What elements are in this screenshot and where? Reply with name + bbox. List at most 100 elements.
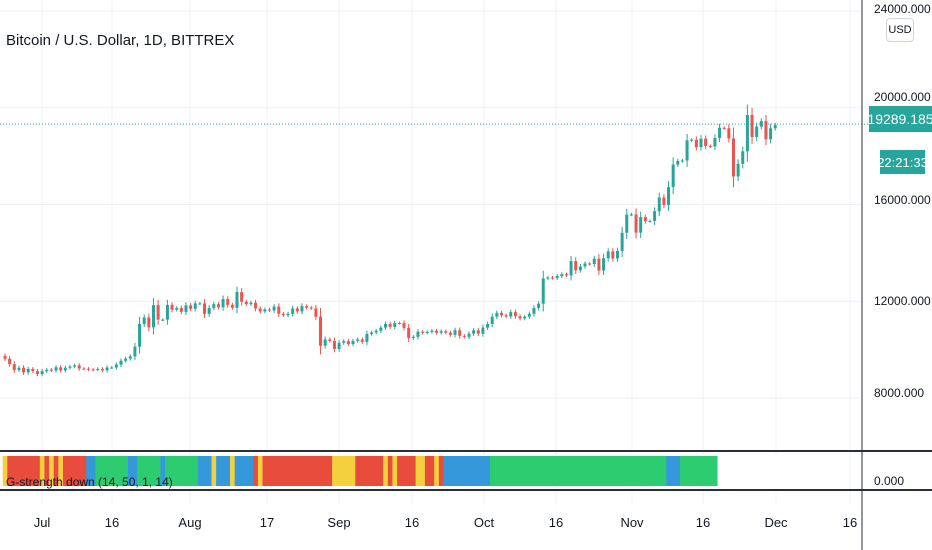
x-tick-label: Oct bbox=[473, 515, 495, 530]
candle-body bbox=[448, 332, 452, 335]
candle-body bbox=[504, 315, 508, 317]
candle-body bbox=[583, 263, 587, 267]
candle-body bbox=[648, 220, 652, 222]
indicator-segment bbox=[95, 456, 129, 486]
candle-body bbox=[393, 323, 397, 327]
indicator-segment bbox=[257, 456, 263, 486]
chart-title[interactable]: Bitcoin / U.S. Dollar, 1D, BITTREX bbox=[6, 32, 235, 49]
candle-body bbox=[45, 369, 49, 372]
candle-body bbox=[175, 308, 179, 310]
candle-body bbox=[708, 145, 712, 147]
candle-body bbox=[147, 317, 151, 328]
candle-body bbox=[495, 312, 499, 317]
candle-body bbox=[518, 316, 522, 319]
candle-body bbox=[662, 197, 666, 205]
indicator-segment bbox=[2, 456, 8, 486]
candle-body bbox=[643, 217, 647, 222]
indicator-segment bbox=[397, 456, 416, 486]
candle-body bbox=[263, 309, 267, 312]
candle-body bbox=[430, 330, 434, 332]
candle-body bbox=[374, 330, 378, 333]
candle-body bbox=[602, 258, 606, 271]
candle-body bbox=[267, 309, 271, 311]
candle-body bbox=[319, 316, 323, 346]
indicator-segment bbox=[127, 456, 138, 486]
candle-body bbox=[671, 164, 675, 188]
candle-body bbox=[383, 323, 387, 328]
candle-body bbox=[741, 151, 745, 164]
candle-body bbox=[704, 138, 708, 146]
indicator-segment bbox=[165, 456, 198, 486]
candle-body bbox=[639, 217, 643, 233]
candle-body bbox=[332, 340, 336, 349]
candle-body bbox=[718, 127, 722, 138]
indicator-segment bbox=[211, 456, 217, 486]
candle-body bbox=[281, 313, 285, 316]
x-tick-label: Nov bbox=[620, 515, 644, 530]
indicator-segment bbox=[443, 456, 491, 486]
candle-body bbox=[615, 250, 619, 259]
candle-body bbox=[3, 355, 7, 359]
indicator-segment bbox=[383, 456, 389, 486]
candle-body bbox=[411, 336, 415, 339]
candle-body bbox=[425, 331, 429, 333]
candle-body bbox=[96, 368, 100, 370]
candle-body bbox=[68, 366, 72, 368]
x-tick-label: 16 bbox=[842, 515, 858, 530]
candle-body bbox=[151, 305, 155, 328]
indicator-zero-label: 0.000 bbox=[874, 474, 905, 488]
candle-body bbox=[523, 316, 527, 319]
candle-body bbox=[745, 115, 749, 152]
candle-body bbox=[569, 261, 573, 276]
candle-body bbox=[509, 312, 513, 317]
indicator-segment bbox=[86, 456, 96, 486]
candle-body bbox=[467, 333, 471, 337]
candle-body bbox=[360, 339, 364, 342]
candle-body bbox=[653, 211, 657, 221]
candle-body bbox=[699, 138, 703, 148]
indicator-segment bbox=[489, 456, 667, 486]
x-tick-label: 16 bbox=[548, 515, 564, 530]
candle-body bbox=[416, 331, 420, 337]
candle-body bbox=[216, 304, 220, 308]
candle-body bbox=[110, 367, 114, 369]
candle-body bbox=[91, 369, 95, 371]
candle-body bbox=[244, 301, 248, 305]
candle-body bbox=[564, 274, 568, 276]
indicator-segment bbox=[44, 456, 50, 486]
indicator-segment bbox=[253, 456, 259, 486]
candle-body bbox=[309, 307, 313, 309]
indicator-segment bbox=[434, 456, 440, 486]
currency-button[interactable]: USD bbox=[886, 18, 914, 42]
candle-body bbox=[667, 187, 671, 205]
candle-body bbox=[170, 304, 174, 310]
x-tick-label: 17 bbox=[259, 515, 275, 530]
candle-body bbox=[184, 305, 188, 312]
candle-body bbox=[26, 368, 30, 373]
candle-body bbox=[165, 304, 169, 320]
candle-body bbox=[300, 306, 304, 312]
candle-body bbox=[100, 368, 104, 371]
candle-body bbox=[17, 367, 21, 370]
candle-body bbox=[193, 303, 197, 309]
candle-body bbox=[59, 367, 63, 371]
indicator-segment bbox=[438, 456, 444, 486]
indicator-title[interactable]: G-strength down (14, 50, 1, 14) bbox=[6, 475, 173, 489]
indicator-segment bbox=[53, 456, 59, 486]
candle-body bbox=[379, 327, 383, 331]
indicator-segment bbox=[197, 456, 212, 486]
candle-body bbox=[124, 358, 128, 361]
candle-body bbox=[77, 365, 81, 369]
candle-body bbox=[727, 128, 731, 139]
candle-body bbox=[750, 115, 754, 138]
candlestick-series bbox=[3, 104, 777, 377]
candle-body bbox=[179, 308, 183, 312]
candle-body bbox=[235, 292, 239, 308]
candle-body bbox=[402, 323, 406, 328]
candle-body bbox=[499, 312, 503, 316]
candle-body bbox=[356, 339, 360, 341]
indicator-segment bbox=[49, 456, 55, 486]
grid-lines bbox=[0, 0, 862, 505]
candle-body bbox=[620, 232, 624, 251]
